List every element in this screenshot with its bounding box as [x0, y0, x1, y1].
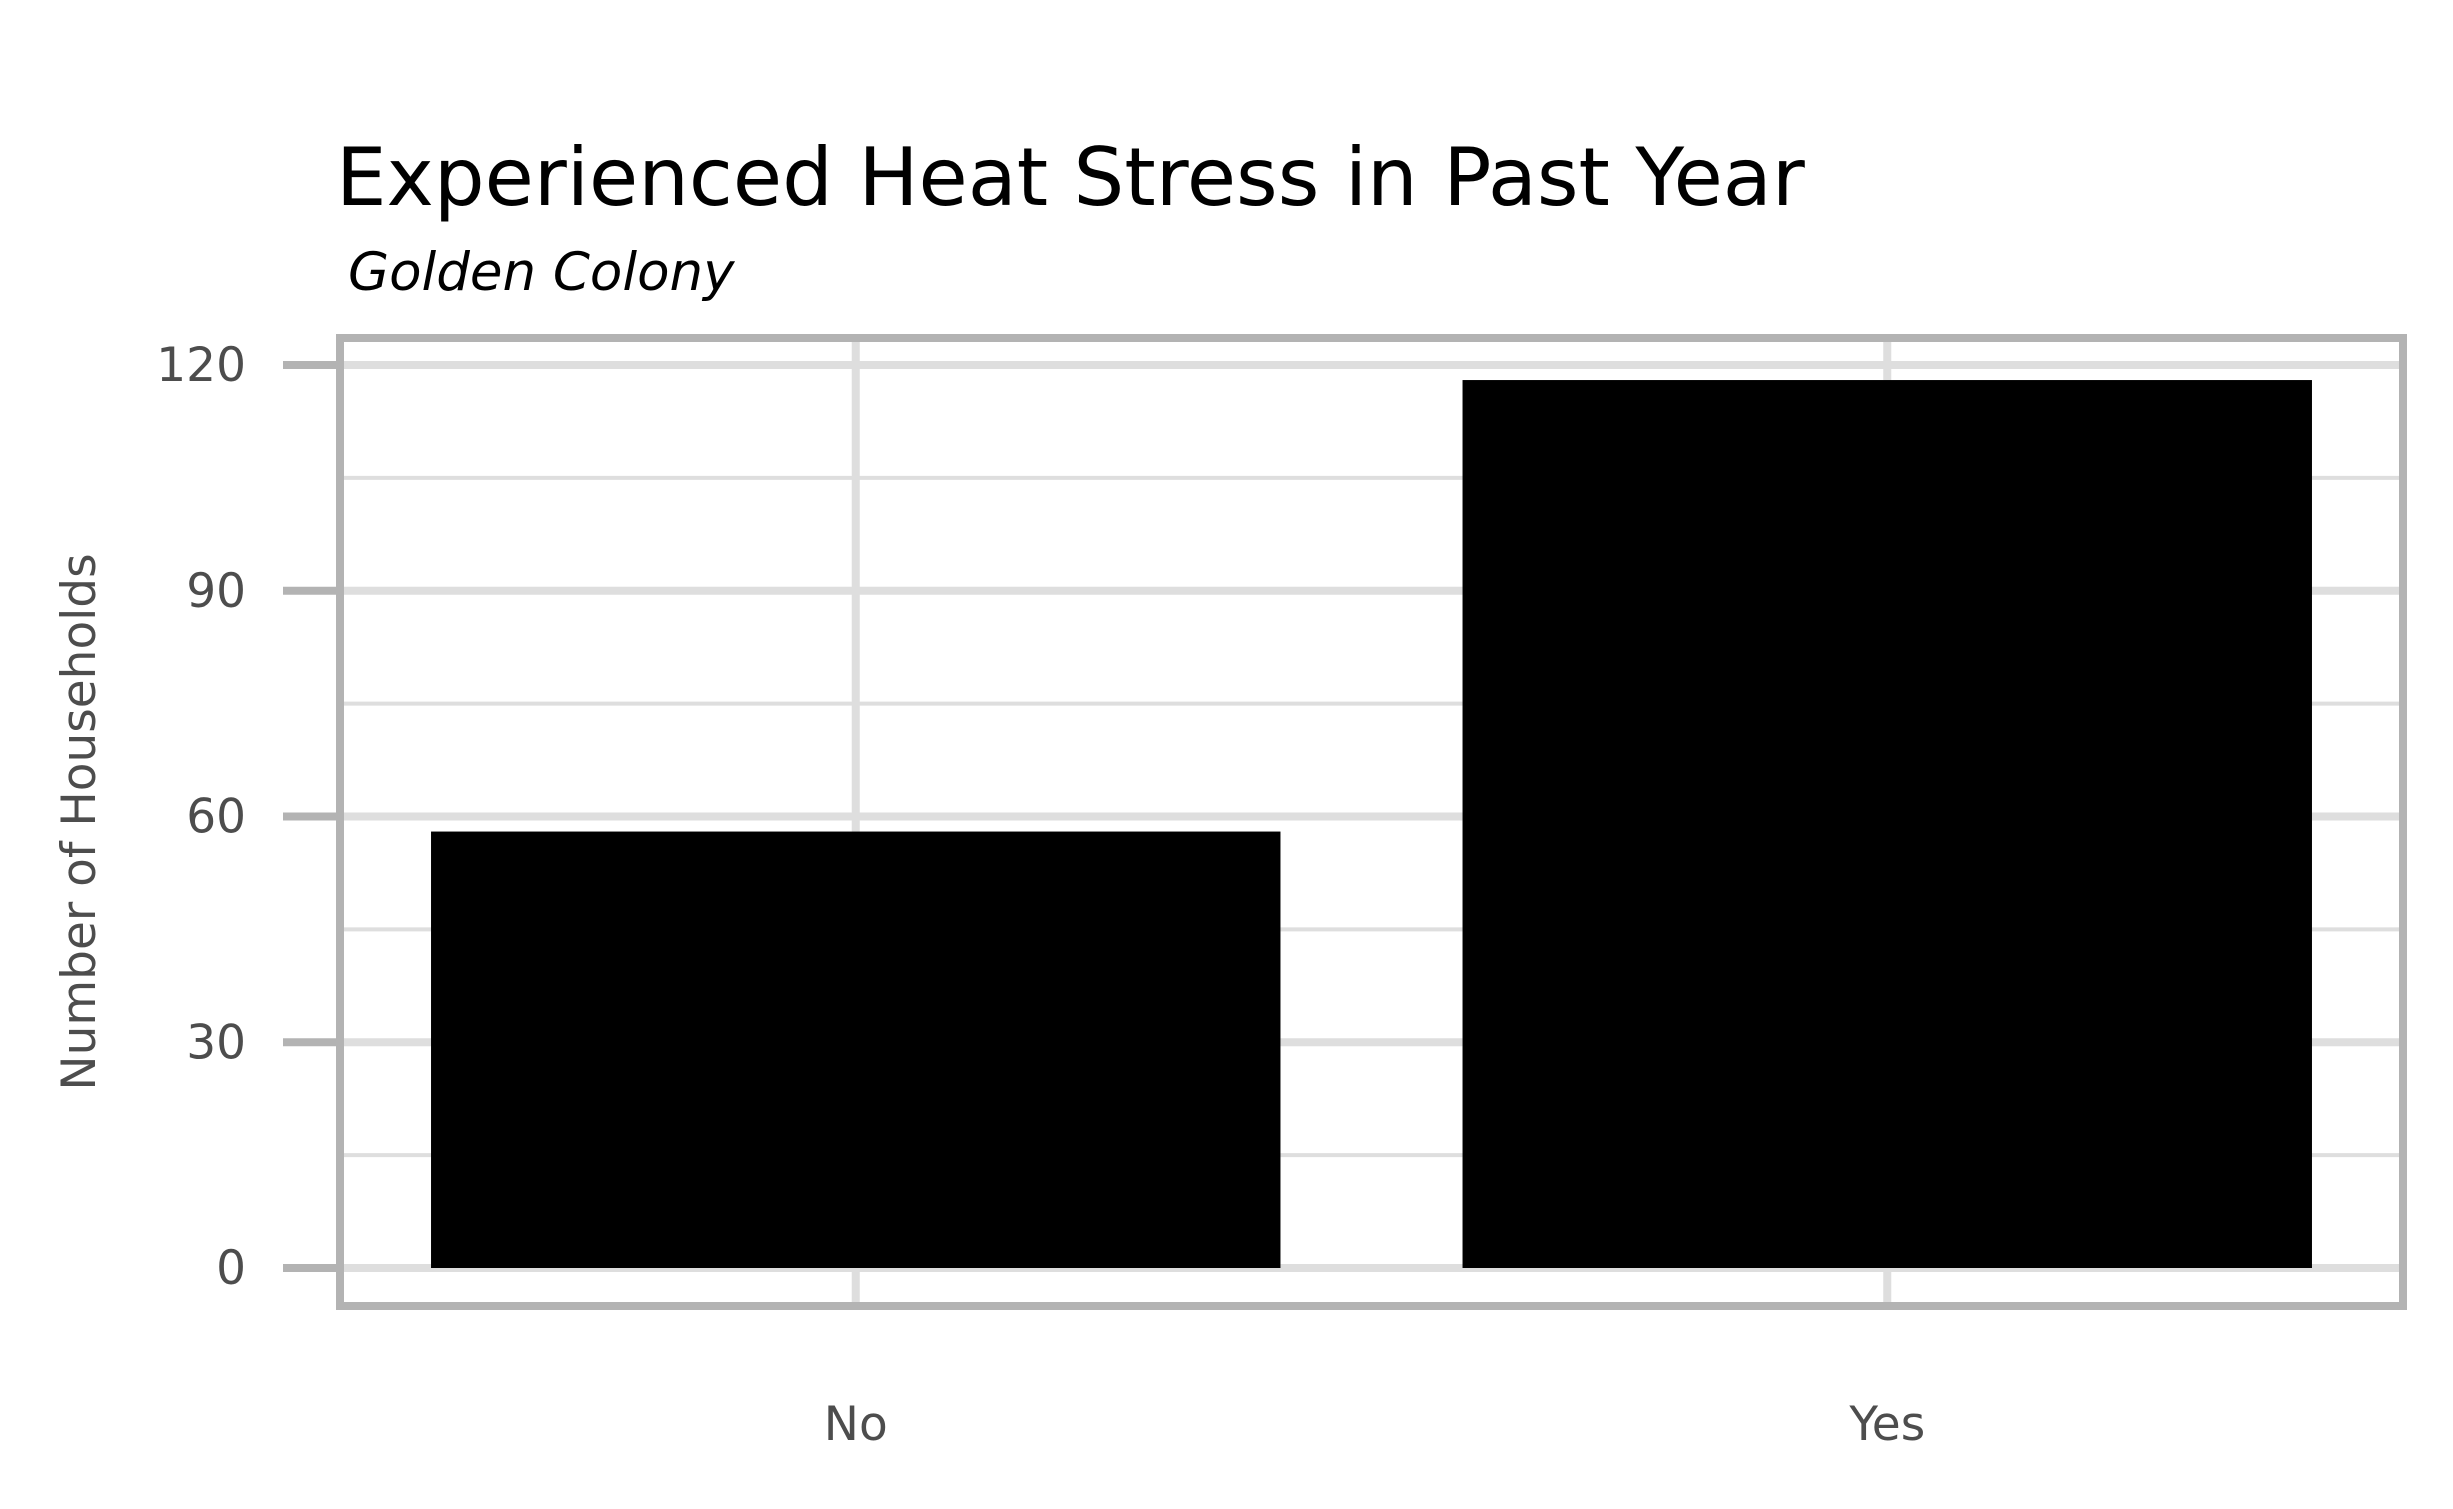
- chart-subtitle: Golden Colony: [348, 242, 735, 303]
- y-tick-label: 90: [186, 564, 246, 619]
- y-tick-label: 120: [156, 338, 246, 393]
- y-tick-label: 0: [216, 1241, 246, 1296]
- panel-border: [336, 334, 2407, 1310]
- bars: [431, 380, 2312, 1268]
- bar-no: [431, 831, 1281, 1268]
- y-tick-label: 60: [186, 790, 246, 845]
- y-tick-label: 30: [186, 1015, 246, 1070]
- y-axis-title: Number of Households: [52, 553, 107, 1090]
- x-tick-label: No: [824, 1397, 888, 1452]
- x-axis: No Yes: [824, 1397, 1925, 1452]
- chart-title: Experienced Heat Stress in Past Year: [336, 131, 1805, 224]
- x-tick-label: Yes: [1848, 1397, 1925, 1452]
- y-axis: 0 30 60 90 120: [156, 338, 340, 1296]
- bar-yes: [1462, 380, 2312, 1268]
